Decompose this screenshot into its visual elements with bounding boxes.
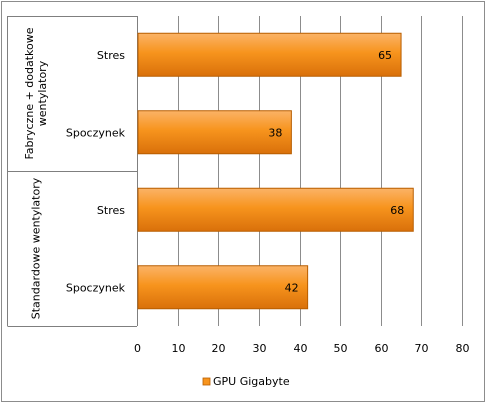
x-tick-label: 40: [294, 342, 308, 355]
x-tick-label: 20: [212, 342, 226, 355]
bar: [137, 32, 402, 77]
x-tick-label: 10: [172, 342, 186, 355]
bar: [137, 187, 414, 232]
group-label-line: Standardowe wentylatory: [30, 177, 43, 319]
x-tick-label: 80: [456, 342, 470, 355]
legend-swatch: [202, 377, 211, 386]
bar: [137, 265, 309, 310]
group-label: Fabryczne + dodatkowewentylatory: [23, 27, 49, 159]
data-label: 65: [378, 49, 392, 62]
category-label: Spoczynek: [66, 126, 126, 139]
bars: [137, 32, 414, 310]
data-label: 38: [268, 126, 282, 139]
x-tick-label: 30: [253, 342, 267, 355]
labels: 0 10 20 30 40 50 60 70 80 Fabryczne + dodatkowewe…: [23, 27, 470, 355]
category-label: Spoczynek: [66, 281, 126, 294]
legend: GPU Gigabyte: [202, 375, 290, 388]
data-label: 68: [390, 204, 404, 217]
category-label: Stres: [97, 204, 125, 217]
legend-label: GPU Gigabyte: [213, 375, 290, 388]
group-label-line: Fabryczne + dodatkowe: [23, 27, 36, 159]
bar: [137, 110, 292, 155]
x-tick-label: 70: [415, 342, 429, 355]
group-label: Standardowe wentylatory: [30, 177, 43, 319]
x-tick-label: 60: [375, 342, 389, 355]
group-label-line: wentylatory: [36, 60, 49, 126]
data-label: 42: [285, 281, 299, 294]
category-label: Stres: [97, 49, 125, 62]
x-tick-label: 0: [134, 342, 141, 355]
x-tick-label: 50: [334, 342, 348, 355]
